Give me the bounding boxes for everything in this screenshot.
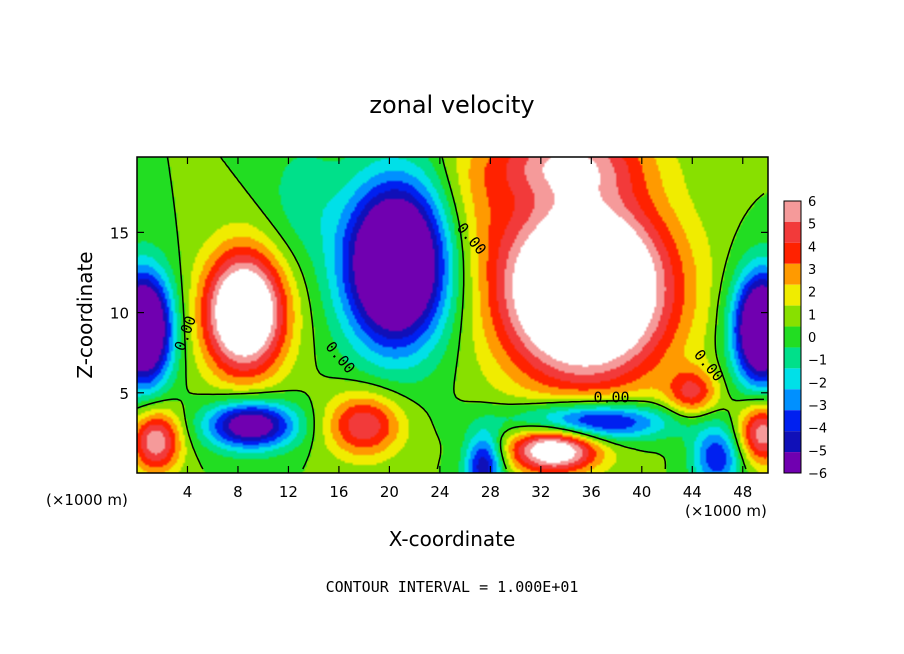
colorbar-frame (783, 200, 802, 474)
x-tick-label: 24 (430, 483, 449, 501)
x-tick-label: 44 (683, 483, 702, 501)
plot-area: 0.000.000.000.000.00 (136, 156, 769, 474)
colorbar-swatch (784, 431, 801, 453)
contour-label: 0.00 (593, 388, 629, 406)
colorbar-tick-label: −6 (808, 467, 827, 482)
x-unit-right: (×1000 m) (685, 502, 767, 520)
colorbar-swatch (784, 305, 801, 327)
y-axis-ticks: 5 10 15 (110, 224, 768, 403)
x-tick-label: 48 (733, 483, 752, 501)
colorbar-swatch (784, 263, 801, 285)
colorbar-tick-label: 4 (808, 240, 816, 255)
colorbar-swatch (784, 368, 801, 390)
plot-frame (136, 156, 769, 474)
colorbar-swatch (784, 410, 801, 432)
x-tick-label: 36 (582, 483, 601, 501)
x-tick-label: 28 (481, 483, 500, 501)
x-tick-label: 20 (380, 483, 399, 501)
colorbar-tick-label: 1 (808, 308, 816, 323)
x-tick-label: 8 (233, 483, 243, 501)
colorbar-swatch (784, 347, 801, 369)
colorbar: 6 5 4 3 2 1 0 −1 −2 −3 −4 −5 −6 (783, 195, 827, 482)
heatmap-field (137, 157, 768, 473)
y-tick-label: 15 (110, 224, 129, 242)
x-axis-label: X-coordinate (389, 527, 516, 551)
colorbar-tick-label: 2 (808, 286, 816, 301)
x-tick-label: 32 (531, 483, 550, 501)
colorbar-swatch (784, 389, 801, 411)
contour-interval-note: CONTOUR INTERVAL = 1.000E+01 (326, 578, 579, 596)
colorbar-swatch (784, 201, 801, 222)
colorbar-tick-label: −4 (808, 422, 827, 437)
colorbar-tick-label: 5 (808, 218, 816, 233)
y-tick-label: 5 (119, 385, 129, 403)
colorbar-tick-label: −5 (808, 444, 827, 459)
colorbar-tick-label: −3 (808, 399, 827, 414)
colorbar-swatch (784, 284, 801, 306)
colorbar-tick-label: −1 (808, 354, 827, 369)
colorbar-tick-label: −2 (808, 376, 827, 391)
colorbar-tick-label: 6 (808, 195, 816, 210)
colorbar-tick-label: 3 (808, 263, 816, 278)
colorbar-swatch (784, 452, 801, 473)
zero-contour (136, 156, 765, 470)
x-tick-label: 16 (329, 483, 348, 501)
x-tick-label: 12 (279, 483, 298, 501)
y-tick-label: 10 (110, 305, 129, 323)
colorbar-swatch (784, 221, 801, 243)
colorbar-swatch (784, 326, 801, 348)
x-axis-ticks: 4 8 12 16 20 24 28 32 36 40 44 48 (183, 157, 752, 501)
x-tick-label: 4 (183, 483, 193, 501)
chart-title: zonal velocity (369, 91, 534, 119)
colorbar-tick-label: 0 (808, 331, 816, 346)
x-tick-label: 40 (632, 483, 651, 501)
y-axis-label: Z-coordinate (73, 251, 97, 378)
x-unit-left: (×1000 m) (46, 491, 128, 509)
colorbar-swatch (784, 242, 801, 264)
